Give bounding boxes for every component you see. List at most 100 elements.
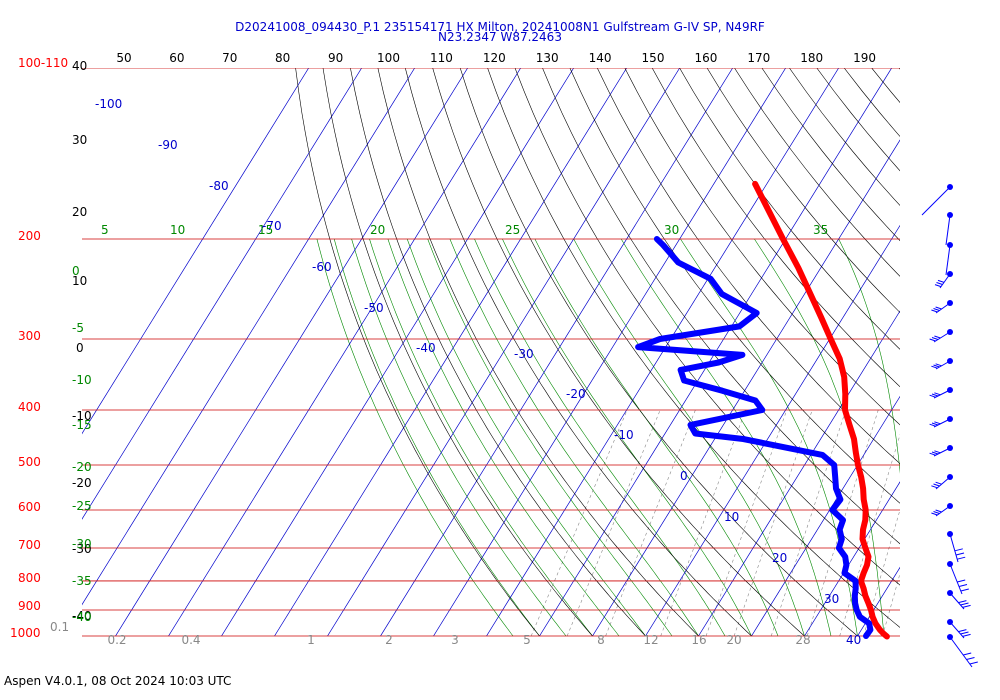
dry-adiabat: [377, 68, 699, 637]
isotherm-label: -70: [262, 219, 282, 233]
dry-adiabat: [405, 68, 752, 637]
isotherm-line: [82, 68, 415, 606]
height-label: 20: [72, 205, 87, 219]
wind-barb-feather: [935, 363, 942, 367]
isotherm-label: 10: [724, 510, 739, 524]
height-label: 30: [72, 133, 87, 147]
wind-barb-staff: [921, 186, 951, 216]
chart-title-line1: D20241008_094430_P.1 235154171 HX Milton…: [235, 20, 765, 34]
isotherm-label: -80: [209, 179, 229, 193]
moist-adiabat: [369, 238, 593, 637]
mixing-ratio-label: 8: [597, 633, 605, 647]
wind-barb-feather: [929, 394, 936, 398]
isotherm-label: -20: [566, 387, 586, 401]
wind-barb-feather: [969, 661, 978, 665]
wind-barb-feather: [933, 364, 940, 368]
dry-adiabat: [322, 68, 593, 637]
mixing-ratio-label: 0.1: [50, 620, 69, 634]
moist-adiabat-label: 25: [505, 223, 520, 237]
isotherm-label: -100: [95, 97, 122, 111]
pressure-label: 700: [18, 538, 41, 552]
height-label: 10: [72, 274, 87, 288]
pressure-label: 300: [18, 329, 41, 343]
wind-barb-feather: [966, 657, 975, 660]
top-scale-label: 60: [169, 51, 184, 65]
wind-barb-feather: [962, 604, 971, 608]
wind-barb-staff: [945, 214, 951, 246]
isotherm-label: -10: [614, 428, 634, 442]
mixing-ratio-label: 20: [726, 633, 741, 647]
dry-adiabat: [954, 68, 1000, 636]
wind-barb-staff: [935, 360, 951, 370]
wind-barb-feather: [931, 365, 938, 369]
isotherm-label: 0: [680, 469, 688, 483]
moist-adiabat-label: -10: [72, 373, 92, 387]
chart-title-line2: N23.2347 W87.2463: [438, 30, 562, 44]
isotherm-line: [592, 139, 900, 637]
dry-adiabat: [295, 68, 540, 637]
isotherm-line: [486, 68, 839, 637]
top-scale-label: 120: [483, 51, 506, 65]
mixing-ratio-label: 0.4: [181, 633, 200, 647]
wind-barb-feather: [931, 337, 939, 340]
isotherm-line: [115, 68, 468, 637]
moist-adiabat-label: -35: [72, 574, 92, 588]
wind-barb-feather: [960, 588, 969, 592]
isotherm-line: [327, 68, 680, 637]
top-scale-label: 70: [222, 51, 237, 65]
moist-adiabat-label: 20: [370, 223, 385, 237]
top-scale-label: 140: [589, 51, 612, 65]
moist-adiabat: [573, 238, 805, 637]
moist-adiabat-label: 15: [258, 223, 273, 237]
top-scale-label: 180: [800, 51, 823, 65]
isotherm-line: [168, 68, 521, 637]
wind-barb-feather: [934, 392, 941, 396]
mixing-ratio-line: [839, 433, 900, 637]
moist-adiabat-label: -40: [72, 610, 92, 624]
wind-barb-feather: [931, 393, 939, 397]
moist-adiabat-label: -25: [72, 499, 92, 513]
mixing-ratio-line: [770, 409, 847, 637]
mixing-ratio-label: 2: [385, 633, 393, 647]
dry-adiabat: [624, 68, 900, 426]
isotherm-label: 30: [824, 592, 839, 606]
height-label: -10: [72, 409, 92, 423]
wind-barb-feather: [955, 552, 965, 556]
isotherm-line: [221, 68, 574, 637]
wind-barb-feather: [933, 511, 940, 514]
isotherm-line: [751, 395, 900, 637]
mixing-ratio-line: [912, 410, 972, 636]
wind-barb-staff: [933, 418, 951, 428]
isotherm-label: -40: [416, 341, 436, 355]
wind-barb-staff: [949, 563, 963, 595]
wind-barb-staff: [949, 592, 965, 610]
moist-adiabat-label: 30: [664, 223, 679, 237]
wind-barb-staff: [949, 533, 959, 563]
moist-adiabat: [838, 238, 900, 474]
top-scale-label: 80: [275, 51, 290, 65]
dry-adiabat: [459, 68, 858, 637]
wind-barb-staff: [933, 389, 951, 399]
isotherm-line: [380, 68, 733, 637]
moist-adiabat: [916, 239, 937, 636]
wind-barb-feather: [935, 306, 942, 310]
wind-barb-feather: [931, 451, 939, 455]
mixing-ratio-line: [660, 409, 746, 637]
wind-barb-staff: [933, 331, 951, 343]
height-label: 40: [72, 59, 87, 73]
wind-barb-feather: [962, 633, 971, 637]
wind-barb-feather: [937, 279, 945, 283]
wind-barb-feather: [931, 512, 938, 516]
pressure-label: 800: [18, 571, 41, 585]
moist-adiabat-label: 5: [101, 223, 109, 237]
pressure-label: 900: [18, 599, 41, 613]
wind-barb-feather: [934, 284, 942, 288]
top-scale-label: 160: [694, 51, 717, 65]
top-scale-label: 110: [430, 51, 453, 65]
mixing-ratio-line: [863, 508, 900, 637]
wind-barb-feather: [958, 629, 967, 633]
wind-barb-feather: [931, 309, 938, 313]
wind-barb-feather: [960, 602, 969, 606]
isotherm-label: -30: [514, 347, 534, 361]
wind-barb-feather: [929, 423, 936, 427]
